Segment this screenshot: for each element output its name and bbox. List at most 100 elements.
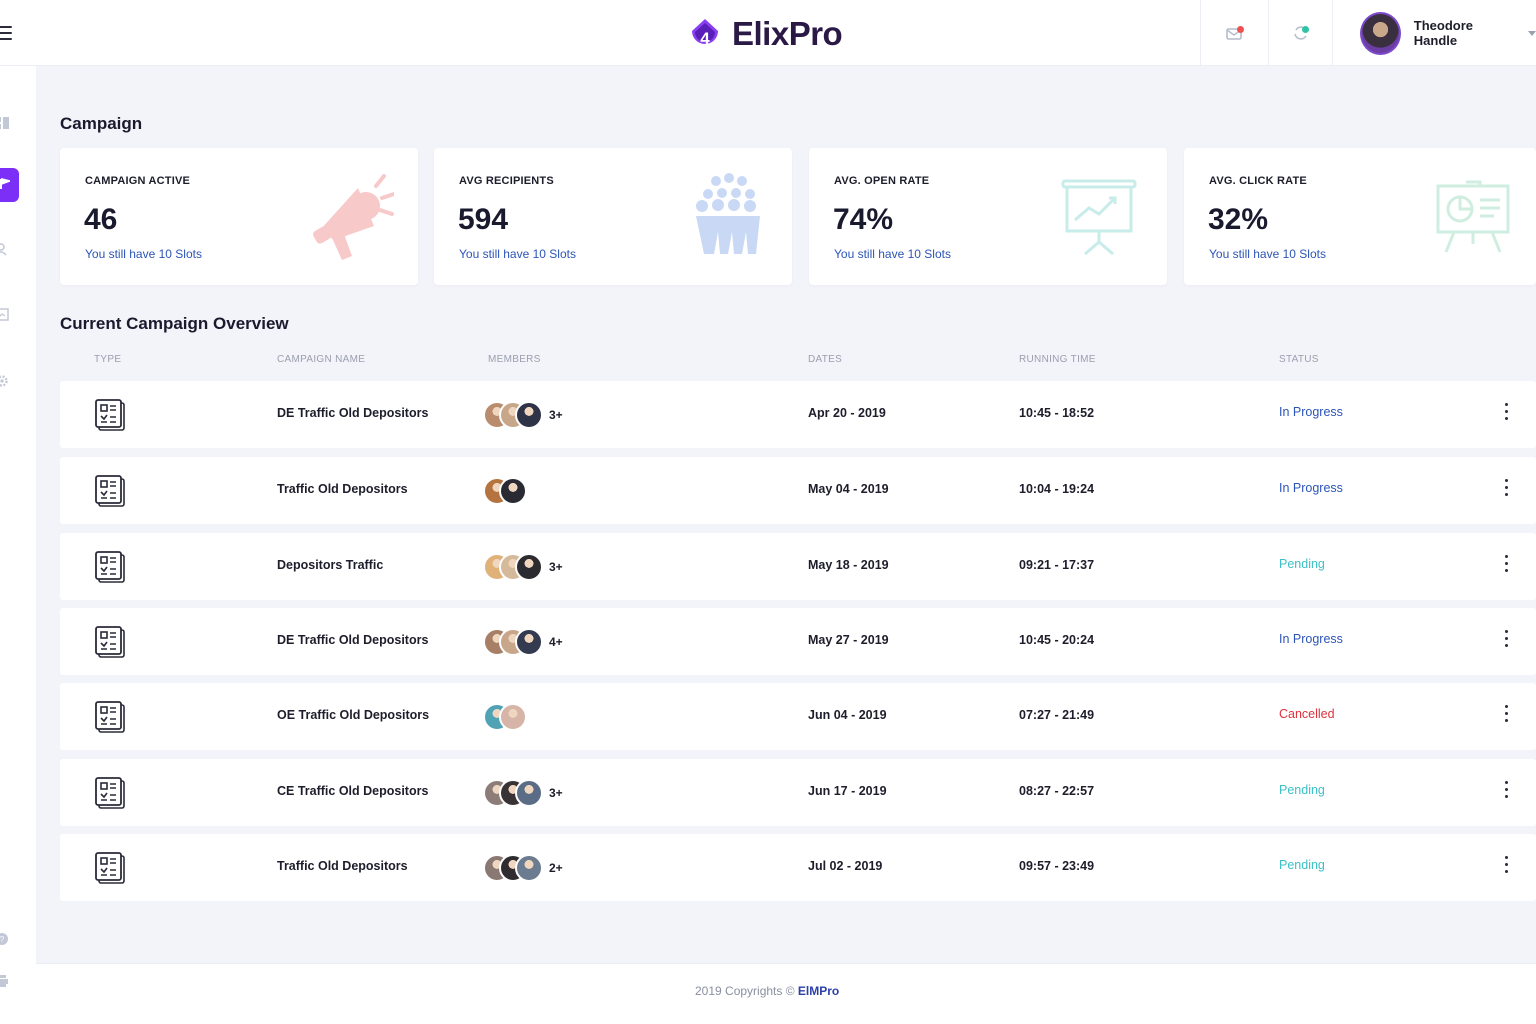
more-options-icon[interactable] [1502, 630, 1510, 652]
campaign-date: Jun 17 - 2019 [808, 784, 887, 798]
stat-label: AVG. CLICK RATE [1209, 175, 1307, 187]
stat-card-campaign-active: CAMPAIGN ACTIVE 46 You still have 10 Slo… [60, 148, 418, 285]
campaign-name: DE Traffic Old Depositors [277, 406, 429, 420]
campaign-name: CE Traffic Old Depositors [277, 784, 429, 798]
campaign-type-icon [95, 701, 125, 733]
more-options-icon[interactable] [1502, 781, 1510, 803]
status-badge: Pending [1279, 858, 1325, 872]
more-options-icon[interactable] [1502, 705, 1510, 727]
running-time: 08:27 - 22:57 [1019, 784, 1095, 798]
table-row[interactable]: OE Traffic Old Depositors Jun 04 - 2019 07… [60, 683, 1536, 750]
member-avatars[interactable]: 3+ [483, 552, 563, 582]
table-row[interactable]: DE Traffic Old Depositors 4+ May 27 - 2019… [60, 608, 1536, 675]
table-row[interactable]: Depositors Traffic 3+ May 18 - 2019 09:21 -… [60, 533, 1536, 600]
member-avatars[interactable] [483, 476, 533, 506]
campaign-type-icon [95, 399, 125, 431]
members-more-count: 2+ [549, 861, 563, 875]
status-badge: In Progress [1279, 481, 1343, 495]
status-badge: In Progress [1279, 405, 1343, 419]
more-options-icon[interactable] [1502, 479, 1510, 501]
help-icon[interactable]: ? [0, 932, 10, 946]
stat-label: AVG. OPEN RATE [834, 175, 930, 187]
user-menu[interactable]: Theodore Handle [1360, 11, 1536, 55]
report-icon[interactable] [0, 308, 10, 322]
presentation-pie-icon [1436, 180, 1510, 253]
status-badge: In Progress [1279, 632, 1343, 646]
stat-card-avg-recipients: AVG RECIPIENTS 594 You still have 10 Slo… [434, 148, 792, 285]
logo-text: ElixPro [732, 15, 843, 52]
campaign-type-icon [95, 475, 125, 507]
table-row[interactable]: Traffic Old Depositors May 04 - 2019 10:04… [60, 457, 1536, 524]
campaign-name: Depositors Traffic [277, 558, 384, 572]
mail-icon[interactable] [1224, 22, 1246, 44]
campaign-date: Jun 04 - 2019 [808, 708, 887, 722]
campaign-name: Traffic Old Depositors [277, 859, 408, 873]
stat-card-avg-open-rate: AVG. OPEN RATE 74% You still have 10 Slo… [809, 148, 1167, 285]
campaign-name: Traffic Old Depositors [277, 482, 408, 496]
status-badge: Cancelled [1279, 707, 1335, 721]
chevron-down-icon [1528, 30, 1536, 36]
stat-note-link[interactable]: You still have 10 Slots [1209, 247, 1326, 261]
campaign-type-icon [95, 852, 125, 884]
sidebar: ? [0, 66, 36, 1024]
column-header-type: TYPE [94, 354, 122, 365]
column-header-running-time: RUNNING TIME [1019, 354, 1096, 365]
member-avatar [499, 703, 527, 731]
dashboard-icon[interactable] [0, 116, 10, 130]
more-options-icon[interactable] [1502, 555, 1510, 577]
member-avatar [499, 477, 527, 505]
stat-note-link[interactable]: You still have 10 Slots [85, 247, 202, 261]
svg-text:?: ? [0, 935, 5, 944]
running-time: 10:45 - 20:24 [1019, 633, 1095, 647]
member-avatars[interactable] [483, 702, 533, 732]
stat-label: CAMPAIGN ACTIVE [85, 175, 191, 187]
running-time: 10:04 - 19:24 [1019, 482, 1095, 496]
table-row[interactable]: CE Traffic Old Depositors 3+ Jun 17 - 2019… [60, 759, 1536, 826]
notification-dot [1302, 26, 1309, 33]
more-options-icon[interactable] [1502, 403, 1510, 425]
more-options-icon[interactable] [1502, 856, 1510, 878]
campaign-type-icon [95, 551, 125, 583]
campaign-date: May 27 - 2019 [808, 633, 889, 647]
member-avatars[interactable]: 2+ [483, 853, 563, 883]
stat-note-link[interactable]: You still have 10 Slots [459, 247, 576, 261]
stat-note-link[interactable]: You still have 10 Slots [834, 247, 951, 261]
member-avatars[interactable]: 3+ [483, 778, 563, 808]
stat-value: 46 [84, 203, 118, 236]
column-header-dates: DATES [808, 354, 843, 365]
avatar [1360, 11, 1401, 55]
logo[interactable]: 4 ElixPro [688, 14, 843, 54]
column-header-status: STATUS [1279, 354, 1319, 365]
campaign-type-icon [95, 626, 125, 658]
flag-icon [0, 178, 10, 189]
sidebar-item-campaign[interactable] [0, 168, 19, 202]
members-more-count: 4+ [549, 635, 563, 649]
print-icon[interactable] [0, 974, 10, 988]
member-avatar [515, 553, 543, 581]
refresh-icon[interactable] [1290, 22, 1312, 44]
member-avatars[interactable]: 3+ [483, 400, 563, 430]
member-avatar [515, 628, 543, 656]
members-more-count: 3+ [549, 408, 563, 422]
campaign-type-icon [95, 777, 125, 809]
stat-card-avg-click-rate: AVG. CLICK RATE 32% You still have 10 Sl… [1184, 148, 1536, 285]
table-row[interactable]: Traffic Old Depositors 2+ Jul 02 - 2019 09:… [60, 834, 1536, 901]
member-avatar [515, 401, 543, 429]
footer-copyright: 2019 Copyrights © ElMPro [695, 984, 839, 998]
divider [1200, 0, 1201, 66]
user-name: Theodore Handle [1413, 18, 1474, 48]
table-row[interactable]: DE Traffic Old Depositors 3+ Apr 20 - 2019… [60, 381, 1536, 448]
divider [1332, 0, 1333, 66]
users-icon[interactable] [0, 242, 10, 256]
footer: 2019 Copyrights © ElMPro [36, 963, 1536, 1024]
column-header-campaign-name: CAMPAIGN NAME [277, 354, 366, 365]
members-more-count: 3+ [549, 786, 563, 800]
gear-icon[interactable] [0, 374, 10, 388]
footer-brand-link[interactable]: ElMPro [797, 984, 840, 998]
campaign-date: Jul 02 - 2019 [808, 859, 883, 873]
member-avatars[interactable]: 4+ [483, 627, 563, 657]
overview-title: Current Campaign Overview [60, 314, 289, 333]
running-time: 10:45 - 18:52 [1019, 406, 1095, 420]
running-time: 07:27 - 21:49 [1019, 708, 1095, 722]
menu-icon[interactable] [0, 26, 12, 40]
